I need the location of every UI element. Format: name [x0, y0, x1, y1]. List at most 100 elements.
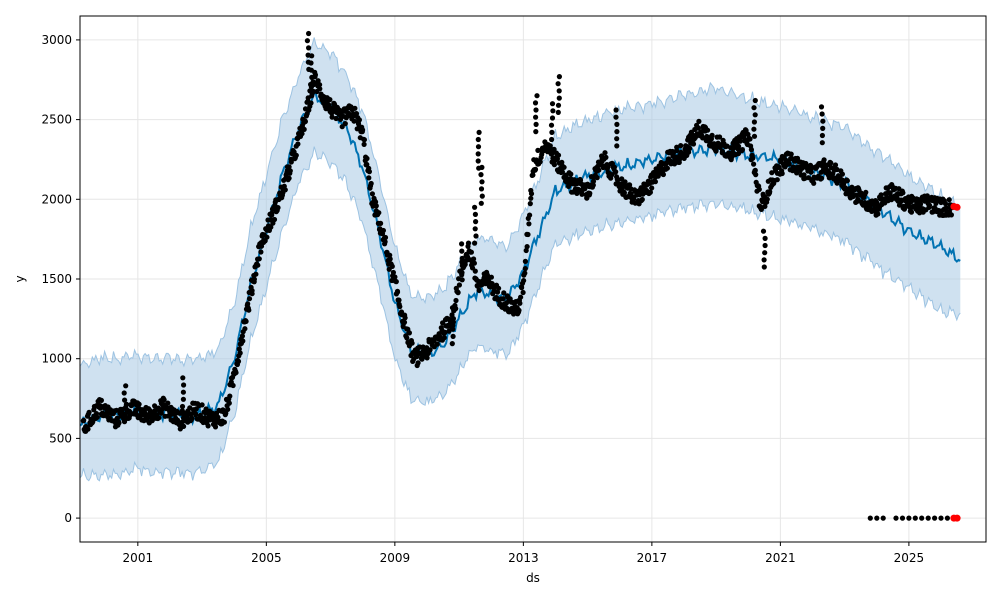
observed-point: [863, 189, 869, 195]
observed-point: [811, 180, 817, 186]
observed-spike-point: [308, 60, 314, 66]
observed-zero-point: [899, 515, 906, 521]
observed-point: [396, 297, 402, 303]
observed-spike-point: [123, 404, 129, 410]
observed-point: [522, 270, 528, 276]
observed-point: [528, 191, 535, 197]
observed-point: [271, 216, 278, 223]
observed-point: [373, 199, 379, 205]
observed-point: [613, 169, 619, 175]
observed-spike-point: [819, 140, 825, 146]
observed-point: [193, 412, 199, 418]
observed-point: [360, 127, 366, 133]
lower-bound-line: [79, 146, 961, 482]
observed-point: [264, 234, 270, 240]
observed-point: [762, 203, 768, 209]
observed-point: [500, 296, 506, 302]
x-tick-label: 2021: [765, 551, 796, 565]
observed-spike-point: [121, 419, 128, 425]
observed-point: [525, 231, 531, 238]
observed-point: [390, 269, 396, 276]
observed-point: [520, 289, 526, 296]
observed-spike-point: [533, 114, 539, 120]
observed-point: [94, 414, 100, 420]
observed-spike-point: [450, 333, 456, 339]
observed-point: [424, 355, 430, 361]
observed-point: [293, 152, 299, 158]
observed-zero-point: [867, 515, 873, 521]
observed-point: [364, 155, 370, 162]
observed-point: [690, 141, 697, 147]
observed-spike-point: [534, 93, 540, 99]
observed-spike-point: [762, 235, 768, 241]
observed-zero-point: [893, 515, 899, 521]
observed-spike-point: [472, 240, 478, 246]
observed-spike-point: [752, 97, 758, 104]
observed-point: [236, 346, 242, 352]
observed-spike-point: [478, 172, 484, 178]
observed-point: [687, 145, 693, 151]
observed-spike-point: [479, 193, 485, 199]
observed-point: [427, 347, 433, 353]
observed-point: [524, 244, 530, 250]
observed-spike-point: [459, 241, 465, 247]
x-tick-label: 2001: [123, 551, 154, 565]
observed-point: [465, 240, 472, 246]
observed-spike-point: [762, 250, 768, 256]
observed-point: [900, 190, 906, 196]
observed-spike-point: [614, 129, 620, 135]
observed-spike-point: [819, 132, 826, 139]
observed-point: [496, 285, 502, 291]
observed-point: [240, 338, 246, 344]
observed-point: [251, 276, 257, 282]
observed-point: [456, 282, 462, 288]
observed-point: [551, 162, 558, 168]
observed-spike-point: [449, 305, 456, 311]
observed-point: [253, 271, 259, 277]
observed-point: [401, 319, 408, 325]
observed-point: [561, 164, 567, 170]
observed-zero-point: [874, 515, 880, 521]
observed-point: [404, 335, 410, 341]
observed-zero-point: [919, 515, 925, 521]
observed-point: [199, 402, 205, 408]
observed-point: [695, 125, 702, 131]
observed-spike-point: [614, 136, 620, 142]
y-tick-label: 0: [64, 511, 72, 525]
observed-point: [674, 144, 680, 150]
observed-spike-point: [179, 403, 186, 410]
observed-spike-point: [306, 45, 312, 51]
observed-spike-point: [532, 100, 539, 106]
observed-point: [627, 182, 633, 188]
observed-point: [788, 151, 794, 157]
observed-point: [521, 278, 527, 284]
observed-point: [387, 256, 393, 262]
observed-point: [631, 196, 637, 202]
x-axis-label: ds: [526, 571, 540, 585]
observed-point: [235, 358, 242, 364]
observed-spike-point: [613, 107, 619, 113]
observed-spike-point: [751, 126, 757, 132]
observed-spike-point: [459, 262, 465, 269]
observed-point: [611, 164, 618, 170]
observed-spike-point: [475, 151, 481, 157]
observed-point: [86, 409, 92, 415]
observed-point: [471, 256, 477, 262]
observed-spike-point: [613, 114, 619, 120]
observed-spike-point: [479, 179, 485, 185]
observed-point: [517, 300, 523, 306]
observed-point: [471, 260, 477, 266]
observed-spike-point: [449, 312, 455, 318]
observed-point: [441, 335, 447, 341]
observed-point: [832, 162, 839, 168]
x-tick-label: 2025: [894, 551, 925, 565]
observed-point: [212, 424, 219, 430]
observed-point: [705, 127, 711, 133]
observed-spike-point: [459, 255, 465, 261]
observed-spike-point: [180, 389, 186, 395]
observed-zero-point: [925, 515, 931, 521]
observed-point: [501, 290, 507, 296]
observed-point: [85, 426, 91, 432]
observed-spike-point: [473, 219, 479, 225]
observed-spike-point: [549, 129, 555, 135]
